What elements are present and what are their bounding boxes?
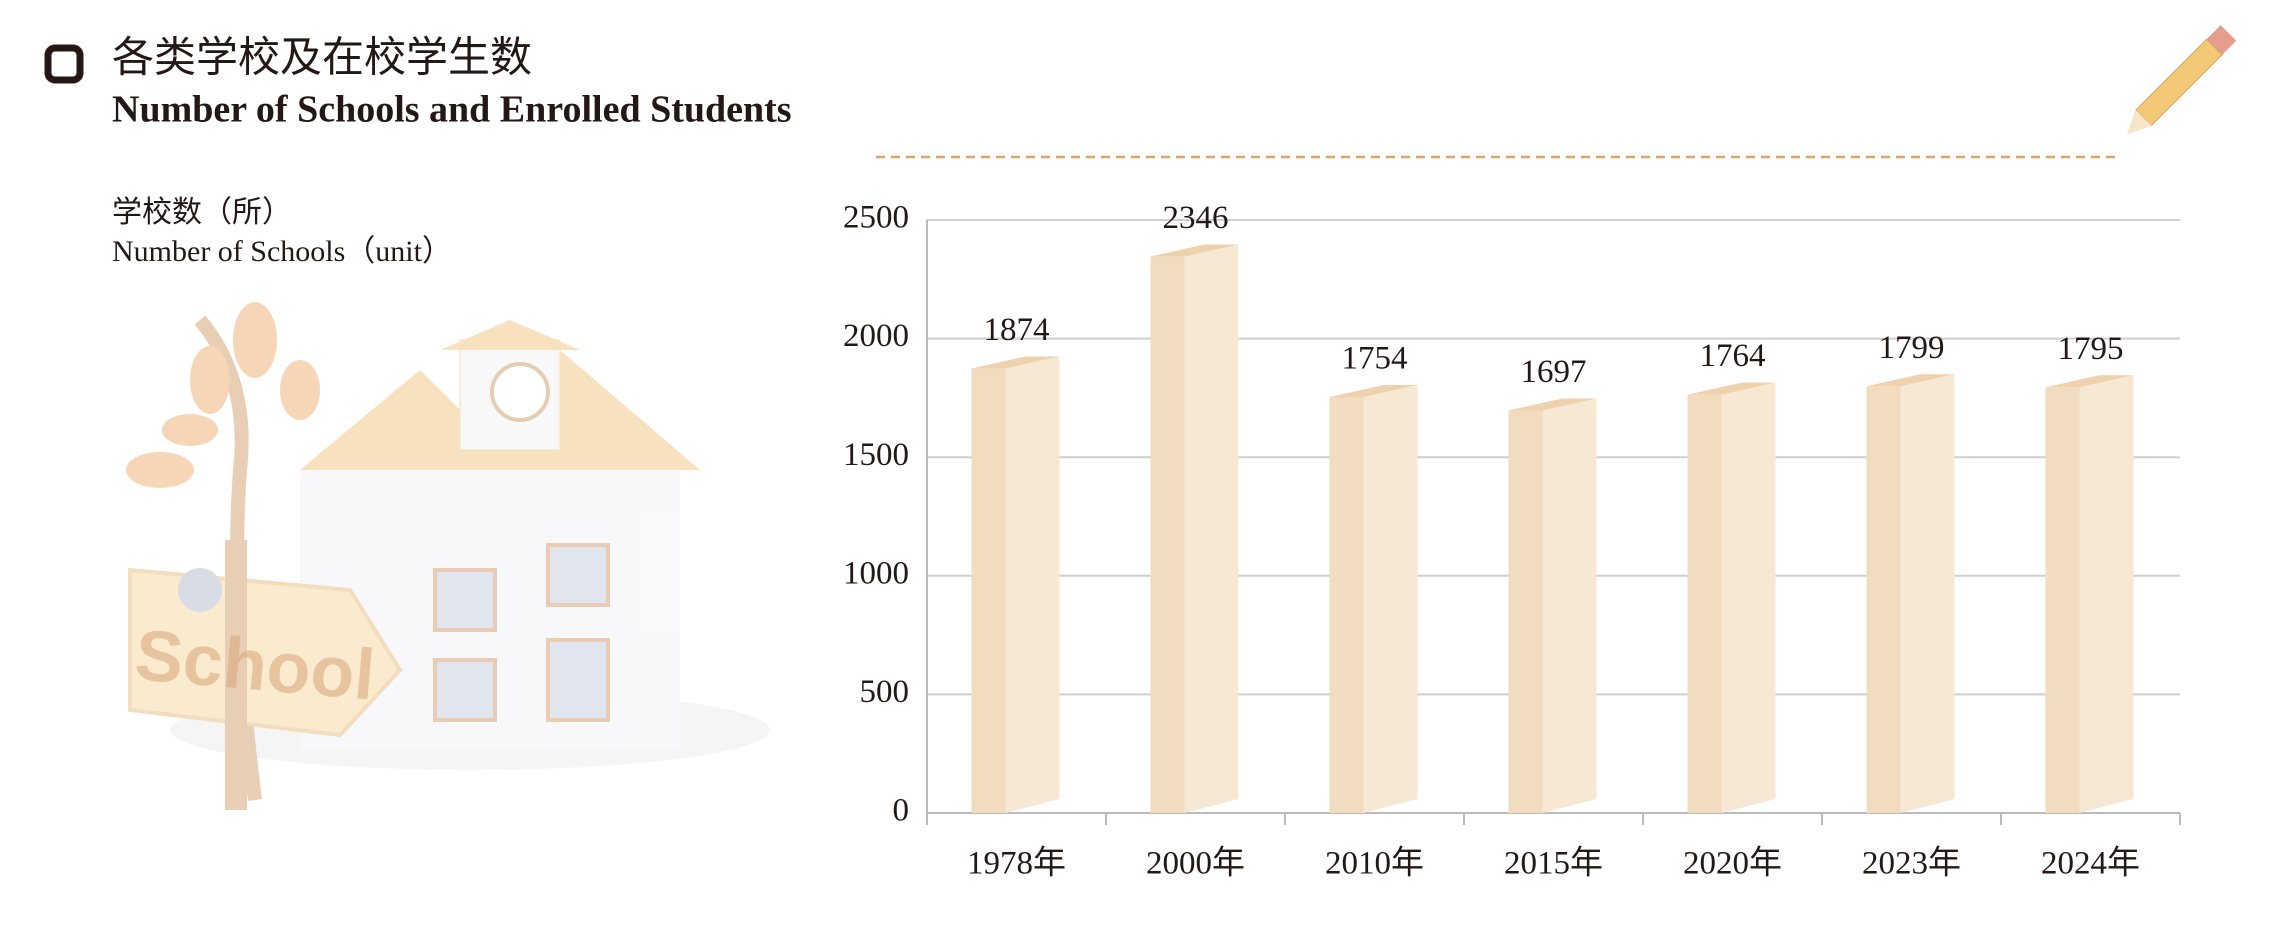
value-label: 2346 [1163,200,1229,236]
x-tick-label: 1978年 [967,845,1066,882]
title: 各类学校及在校学生数 [112,35,532,82]
value-label: 1697 [1521,354,1587,390]
value-label: 1764 [1700,338,1766,374]
bar-top [1329,384,1418,397]
bar-top [971,356,1060,369]
x-tick-label: 2020年 [1683,845,1782,882]
y-tick-label: 500 [860,674,910,710]
y-tick-label: 1000 [843,555,909,591]
bar-side [1900,374,1955,813]
bar-top [1150,244,1239,257]
y-tick-label: 2000 [843,318,909,354]
bar-side [1005,356,1060,813]
x-tick-label: 2024年 [2041,845,2140,882]
value-label: 1754 [1342,341,1408,377]
y-tick-label: 2500 [843,200,909,236]
bar-top [2045,375,2134,388]
bar [1687,394,1722,813]
bar-side [2079,375,2134,813]
y-axis-label: 学校数（所） [112,196,292,229]
y-tick-label: 1500 [843,437,909,473]
value-label: 1795 [2058,331,2124,367]
bar-side [1184,244,1239,813]
bar-top [1508,398,1597,411]
bar [1150,256,1185,813]
y-tick-label: 0 [893,793,910,829]
value-label: 1874 [984,312,1050,348]
x-tick-label: 2015年 [1504,845,1603,882]
y-axis-label-en: Number of Schools（unit） [112,235,452,268]
bar-top [1866,374,1955,387]
x-tick-label: 2023年 [1862,845,1961,882]
subtitle: Number of Schools and Enrolled Students [112,89,792,131]
value-label: 1799 [1879,330,1945,366]
x-tick-label: 2000年 [1146,845,1245,882]
bar [1866,386,1901,813]
school-illustration [126,302,770,810]
title-icon [44,44,84,84]
x-tick-label: 2010年 [1325,845,1424,882]
bar-top [1687,382,1776,395]
bar-side [1363,384,1418,813]
bar [1329,396,1364,813]
bar-side [1721,382,1776,813]
bar-side [1542,398,1597,813]
bar [2045,387,2080,813]
pencil-icon [2126,25,2237,135]
bar [971,368,1006,813]
bar [1508,410,1543,813]
